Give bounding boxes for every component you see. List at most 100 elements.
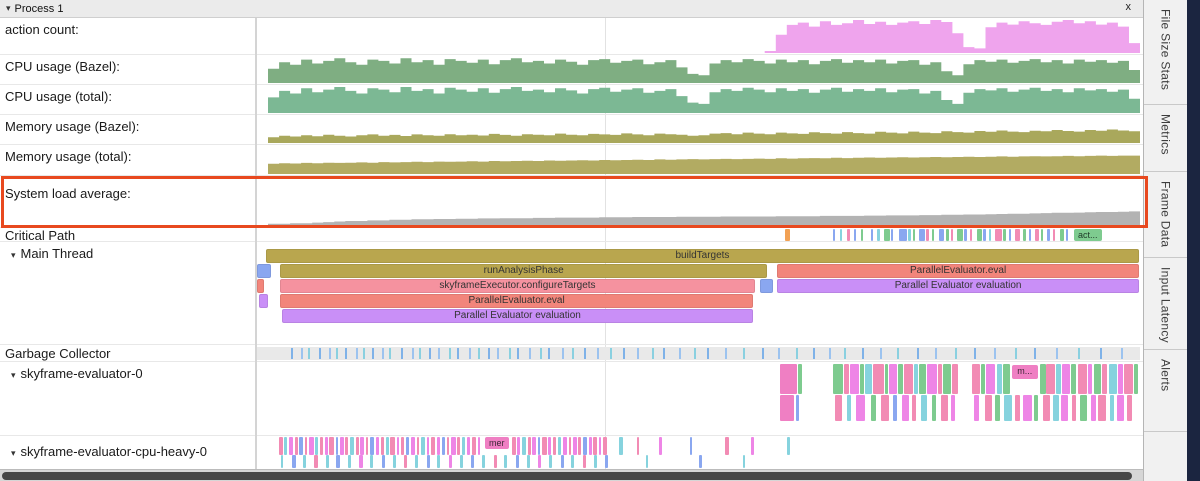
thread-slice-labeled[interactable]: m... — [1011, 365, 1038, 379]
thread-slice[interactable] — [280, 455, 284, 468]
thread-slice[interactable] — [493, 455, 498, 468]
thread-slice[interactable] — [304, 437, 308, 455]
gc-event-tick[interactable] — [1078, 348, 1081, 359]
thread-slice[interactable] — [548, 437, 552, 455]
flame-slice-parallel-evaluator-evaluation[interactable]: Parallel Evaluator evaluation — [777, 279, 1140, 293]
critical-path-tick[interactable] — [1022, 229, 1026, 241]
critical-path-tick[interactable] — [846, 229, 850, 241]
critical-path-tick[interactable] — [1059, 229, 1064, 241]
thread-slice[interactable] — [832, 364, 844, 394]
flame-slice[interactable] — [258, 294, 268, 308]
gc-event-tick[interactable] — [449, 348, 452, 359]
critical-path-tick[interactable] — [839, 229, 842, 241]
thread-slice[interactable] — [426, 437, 430, 455]
gc-event-tick[interactable] — [572, 348, 575, 359]
thread-slice[interactable] — [645, 455, 649, 468]
critical-path-tick[interactable] — [785, 229, 791, 241]
thread-slice[interactable] — [299, 437, 303, 455]
gc-event-tick[interactable] — [954, 348, 957, 359]
thread-slice[interactable] — [380, 437, 385, 455]
thread-slice[interactable] — [582, 455, 587, 468]
thread-slice[interactable] — [658, 437, 663, 455]
thread-slice[interactable] — [593, 437, 597, 455]
thread-slice[interactable] — [1117, 364, 1124, 394]
thread-slice[interactable] — [594, 455, 597, 468]
thread-slice[interactable] — [467, 437, 470, 455]
thread-slice[interactable] — [521, 437, 527, 455]
thread-slice[interactable] — [558, 437, 561, 455]
thread-slice[interactable] — [284, 437, 287, 455]
flame-slice-skyframeexecutor-configuretargets[interactable]: skyframeExecutor.configureTargets — [279, 279, 755, 293]
gc-track[interactable] — [257, 347, 1140, 360]
gc-event-tick[interactable] — [1056, 348, 1059, 359]
collapse-arrow-icon[interactable]: ▾ — [11, 370, 16, 380]
critical-path-tick[interactable] — [890, 229, 893, 241]
counter-chart-system-load[interactable] — [257, 198, 1140, 226]
gc-event-tick[interactable] — [813, 348, 816, 359]
critical-path-tick[interactable] — [989, 229, 991, 241]
thread-slice[interactable] — [460, 455, 463, 468]
thread-slice[interactable] — [1014, 395, 1020, 421]
gc-event-tick[interactable] — [497, 348, 500, 359]
thread-slice[interactable] — [392, 455, 396, 468]
thread-slice[interactable] — [751, 437, 755, 455]
thread-slice[interactable] — [881, 395, 890, 421]
thread-slice[interactable] — [568, 437, 572, 455]
critical-path-tick[interactable] — [853, 229, 856, 241]
thread-slice[interactable] — [1087, 364, 1093, 394]
gc-event-tick[interactable] — [724, 348, 727, 359]
gc-event-tick[interactable] — [438, 348, 440, 359]
thread-slice[interactable] — [742, 455, 746, 468]
counter-chart-memory-bazel[interactable] — [257, 117, 1140, 143]
thread-slice[interactable] — [1040, 364, 1046, 394]
thread-slice[interactable] — [913, 364, 919, 394]
thread-slice[interactable] — [370, 455, 373, 468]
thread-slice[interactable] — [376, 437, 379, 455]
thread-slice[interactable] — [532, 437, 537, 455]
evaluator-cpu-heavy-track[interactable]: mer — [257, 436, 1140, 469]
thread-slice[interactable] — [441, 437, 446, 455]
thread-slice[interactable] — [482, 455, 485, 468]
flame-slice-parallelevaluator-eval[interactable]: ParallelEvaluator.eval — [279, 294, 754, 308]
gc-event-tick[interactable] — [429, 348, 432, 359]
thread-slice[interactable] — [603, 437, 607, 455]
thread-slice[interactable] — [315, 437, 318, 455]
gc-event-tick[interactable] — [457, 348, 460, 359]
gc-event-tick[interactable] — [742, 348, 745, 359]
thread-slice[interactable] — [421, 437, 425, 455]
collapse-arrow-icon[interactable]: ▾ — [11, 448, 16, 458]
critical-path-tick[interactable] — [976, 229, 982, 241]
tab-input-latency[interactable]: Input Latency — [1144, 258, 1187, 350]
thread-slice[interactable] — [336, 455, 340, 468]
thread-slice[interactable] — [279, 437, 283, 455]
thread-slice[interactable] — [461, 437, 466, 455]
thread-slice[interactable] — [549, 455, 552, 468]
gc-event-tick[interactable] — [636, 348, 639, 359]
tab-alerts[interactable]: Alerts — [1144, 350, 1187, 432]
thread-slice[interactable] — [846, 395, 852, 421]
thread-slice[interactable] — [873, 364, 884, 394]
flame-slice[interactable] — [257, 264, 272, 278]
critical-path-tick[interactable] — [1034, 229, 1039, 241]
thread-slice[interactable] — [470, 455, 475, 468]
gc-event-tick[interactable] — [663, 348, 666, 359]
critical-path-tick[interactable] — [883, 229, 890, 241]
process-header[interactable]: ▾ Process 1 x — [0, 0, 1143, 18]
critical-path-tick[interactable] — [1041, 229, 1044, 241]
thread-slice[interactable] — [1094, 364, 1102, 394]
critical-path-slice[interactable]: act... — [1073, 229, 1102, 241]
thread-slice[interactable] — [1060, 395, 1069, 421]
critical-path-tick[interactable] — [982, 229, 986, 241]
critical-path-tick[interactable] — [938, 229, 944, 241]
gc-event-tick[interactable] — [336, 348, 339, 359]
thread-slice[interactable] — [779, 364, 797, 394]
tab-frame-data[interactable]: Frame Data — [1144, 172, 1187, 258]
gc-event-tick[interactable] — [596, 348, 599, 359]
thread-slice[interactable] — [1003, 364, 1011, 394]
thread-slice[interactable] — [636, 437, 640, 455]
gc-event-tick[interactable] — [694, 348, 697, 359]
thread-slice[interactable] — [552, 437, 557, 455]
thread-slice[interactable] — [943, 364, 952, 394]
gc-event-tick[interactable] — [308, 348, 311, 359]
thread-slice[interactable] — [437, 455, 440, 468]
